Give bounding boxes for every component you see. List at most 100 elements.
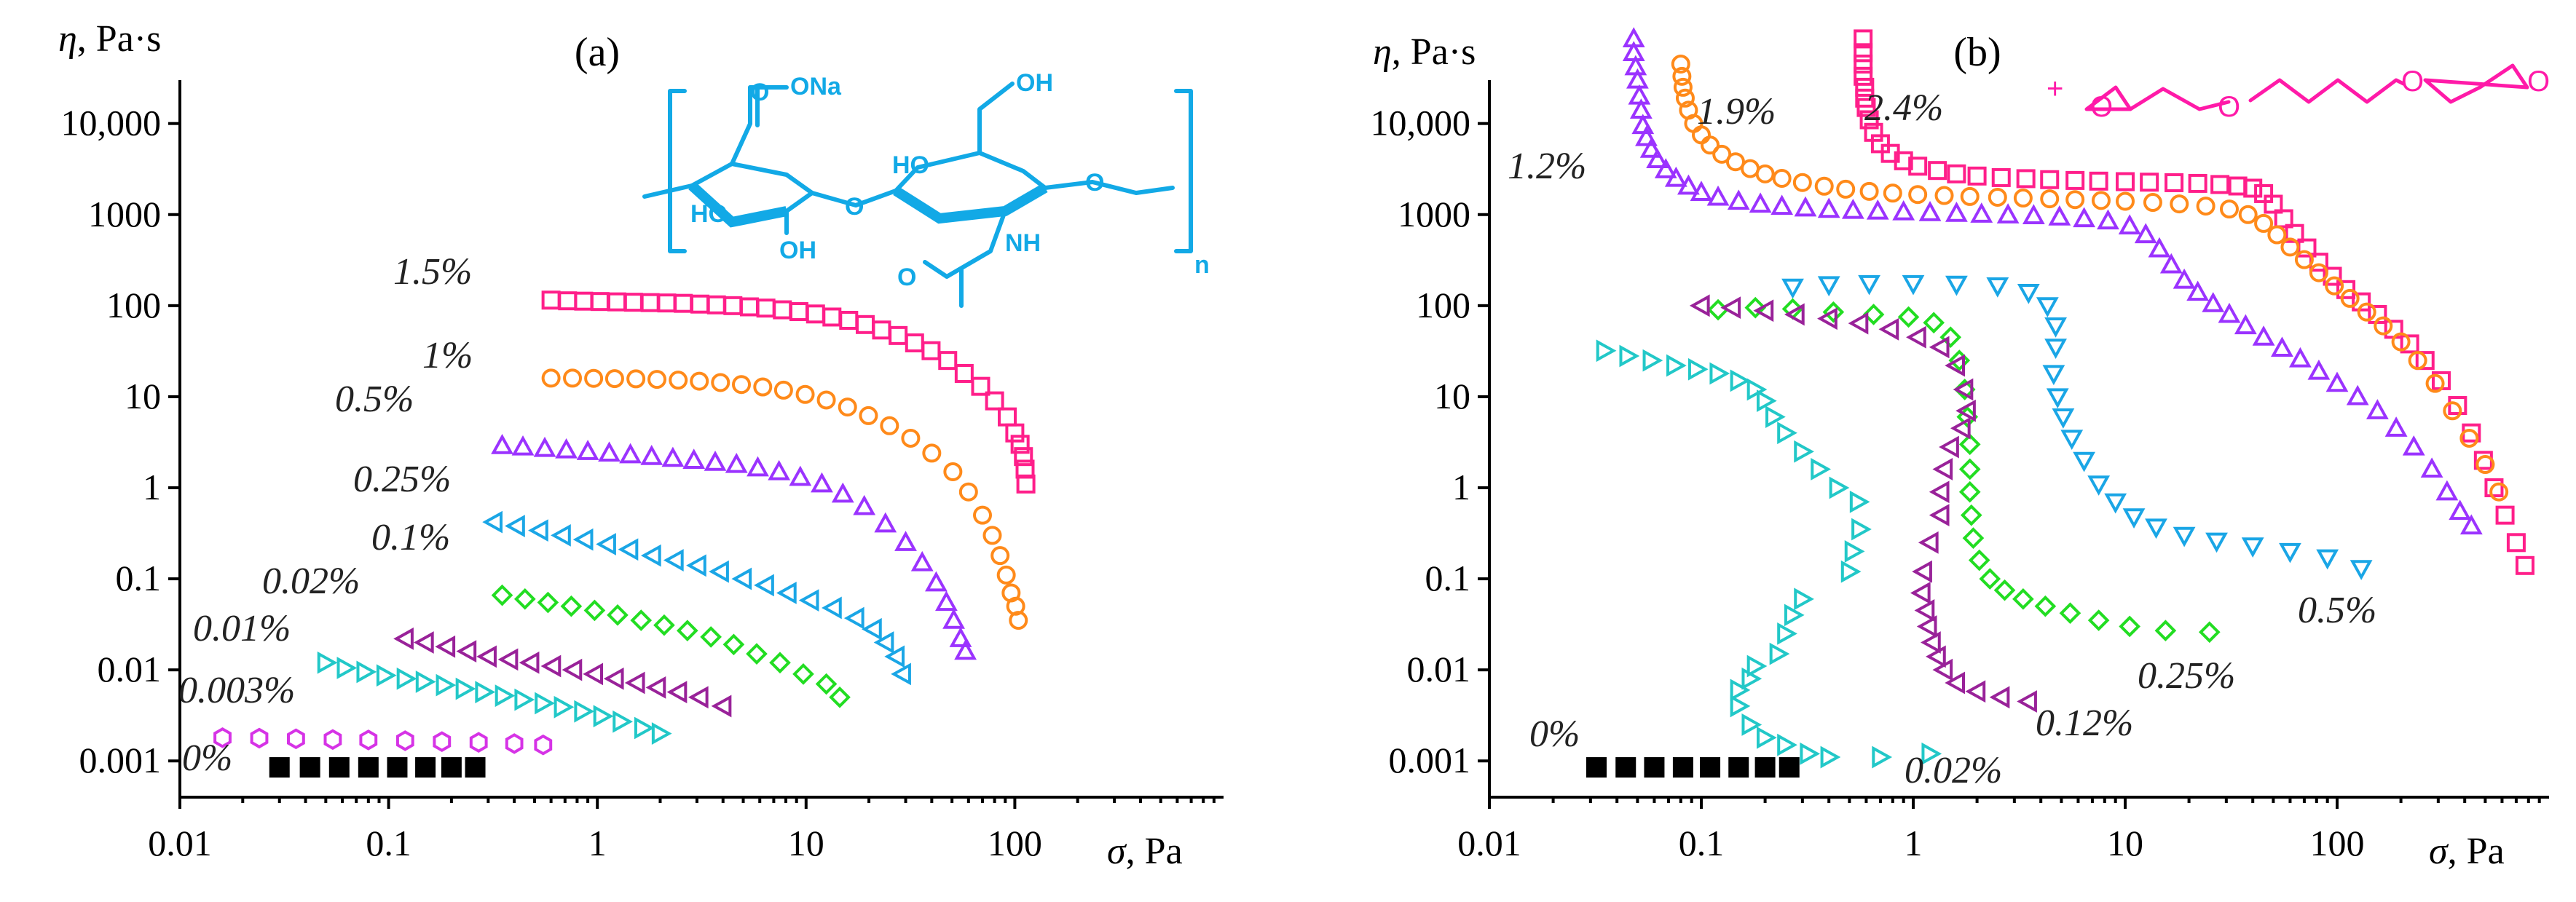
- data-point: [773, 380, 793, 400]
- data-point: [2238, 205, 2258, 224]
- data-point: [2119, 615, 2140, 638]
- y-tick-label: 10,000: [61, 103, 162, 143]
- carboxyl-bonds: [730, 85, 760, 166]
- data-point: [2349, 560, 2373, 580]
- data-point: [958, 482, 978, 502]
- data-point: [831, 482, 854, 503]
- data-point: [1673, 77, 1693, 97]
- data-point: [731, 567, 752, 590]
- data-point: [376, 664, 397, 687]
- data-point: [1817, 197, 1840, 218]
- data-point: [1746, 654, 1768, 678]
- data-point: [910, 550, 934, 571]
- series-a-4: [491, 584, 851, 708]
- label-a-1: 1%: [422, 335, 473, 376]
- data-point: [843, 606, 864, 630]
- data-point: [356, 660, 377, 684]
- data-point: [513, 588, 536, 610]
- data-point: [2017, 690, 2037, 713]
- data-point: [1950, 416, 1971, 440]
- data-point: [1800, 742, 1821, 765]
- data-point: [935, 590, 958, 612]
- data-point: [663, 549, 684, 571]
- data-point: [1970, 202, 1993, 223]
- x-tick-label: 10: [788, 823, 824, 863]
- data-point: [2116, 172, 2135, 191]
- bracket-left: [668, 89, 687, 253]
- data-point: [880, 416, 899, 435]
- data-point: [415, 670, 436, 693]
- data-point: [1897, 306, 1920, 328]
- data-point: [2484, 478, 2504, 497]
- data-point: [576, 440, 599, 460]
- data-point: [572, 528, 594, 551]
- data-point: [789, 465, 812, 486]
- series-b-0: [1854, 29, 2534, 575]
- y-tick-label: 1: [143, 467, 161, 507]
- bracket-right: [1174, 89, 1193, 253]
- data-point: [1756, 726, 1777, 749]
- data-point: [746, 643, 768, 665]
- data-point: [1921, 742, 1942, 765]
- data-point: [811, 472, 833, 493]
- data-point: [2280, 237, 2300, 257]
- data-point: [973, 505, 993, 525]
- data-point: [874, 512, 897, 533]
- chem-o-2: O: [2218, 91, 2240, 123]
- label-b-0: 0%: [1529, 713, 1580, 755]
- data-point: [2052, 408, 2075, 429]
- data-point: [1672, 66, 1692, 86]
- data-point: [1010, 435, 1030, 454]
- series-a-5: [393, 627, 732, 718]
- chem-o-right: O: [1085, 169, 1104, 197]
- data-point: [2391, 332, 2411, 352]
- data-point: [1854, 29, 1873, 49]
- data-point: [1960, 504, 1982, 526]
- data-point: [2186, 280, 2210, 301]
- data-point: [1822, 301, 1845, 323]
- data-point: [1586, 757, 1607, 778]
- data-point: [2159, 253, 2183, 274]
- data-point: [838, 397, 857, 417]
- data-point: [1777, 422, 1797, 445]
- data-point: [942, 608, 965, 629]
- chem-o-amide: O: [897, 264, 916, 291]
- data-point: [1945, 671, 1965, 695]
- data-point: [1817, 276, 1840, 297]
- data-point: [1894, 151, 1913, 170]
- data-point: [2017, 283, 2040, 304]
- y-unit: , Pa·s: [1392, 31, 1476, 73]
- data-point: [1859, 181, 1879, 201]
- data-point: [1700, 757, 1721, 778]
- glycosidic-bond: [810, 189, 898, 207]
- data-point: [789, 302, 808, 322]
- data-point: [2122, 508, 2146, 529]
- data-point: [1811, 458, 1832, 480]
- data-point: [686, 554, 706, 577]
- data-point: [2140, 173, 2159, 192]
- data-point: [469, 732, 488, 753]
- data-point: [2173, 526, 2196, 547]
- data-point: [1929, 480, 1950, 504]
- data-point: [2340, 288, 2360, 308]
- data-point: [711, 373, 730, 392]
- data-point: [441, 757, 462, 778]
- data-point: [250, 727, 269, 749]
- data-point: [2065, 170, 2085, 190]
- data-point: [1707, 298, 1729, 321]
- chem-o-3: O: [2401, 66, 2424, 98]
- data-point: [674, 293, 693, 313]
- data-point: [938, 351, 958, 371]
- data-point: [2279, 542, 2301, 563]
- data-point: [773, 300, 792, 320]
- data-point: [1829, 476, 1850, 499]
- series-a-0: [541, 290, 1036, 494]
- data-point: [584, 368, 604, 388]
- data-point: [497, 648, 519, 671]
- panel-a-x-title: σ, Pa: [1107, 831, 1183, 872]
- data-point: [1932, 658, 1953, 681]
- data-point: [754, 574, 774, 597]
- data-point: [1794, 440, 1814, 463]
- data-point: [1628, 84, 1651, 105]
- chem-ona: ONa: [790, 73, 842, 100]
